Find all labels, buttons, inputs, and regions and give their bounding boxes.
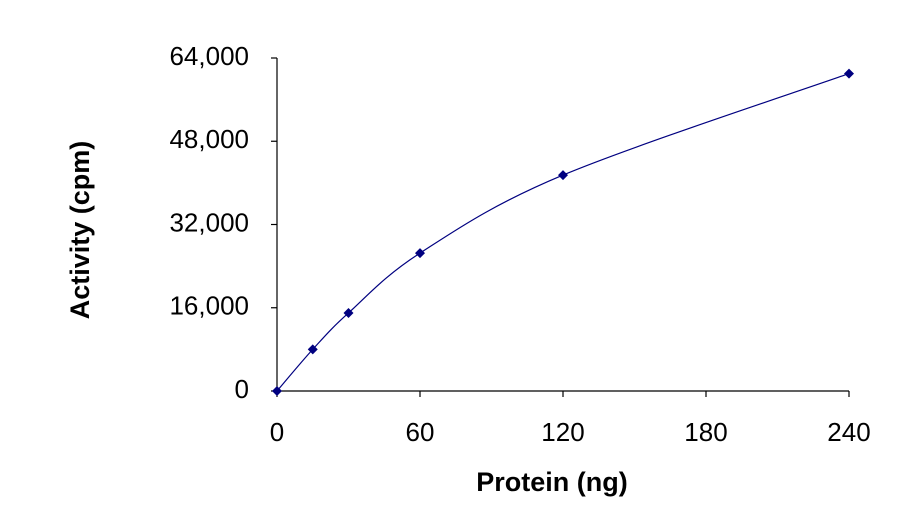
x-tick-label: 180 (684, 417, 727, 447)
x-tick-label: 0 (270, 417, 284, 447)
data-line (276, 73, 850, 392)
y-tick-label: 32,000 (169, 207, 249, 237)
y-tick-label: 64,000 (169, 41, 249, 71)
data-point (307, 344, 318, 355)
y-axis-title: Activity (cpm) (65, 141, 95, 320)
x-tick-label: 120 (541, 417, 584, 447)
x-axis-title: Protein (ng) (476, 467, 627, 497)
data-point (415, 248, 425, 259)
y-tick-label: 0 (235, 374, 249, 404)
data-point (558, 170, 568, 181)
data-point (272, 386, 282, 396)
y-tick-label: 48,000 (169, 124, 249, 154)
y-tick-label: 16,000 (169, 291, 249, 321)
data-point (844, 68, 854, 79)
x-tick-label: 240 (827, 417, 870, 447)
data-point (343, 307, 354, 318)
x-tick-label: 60 (406, 417, 435, 447)
